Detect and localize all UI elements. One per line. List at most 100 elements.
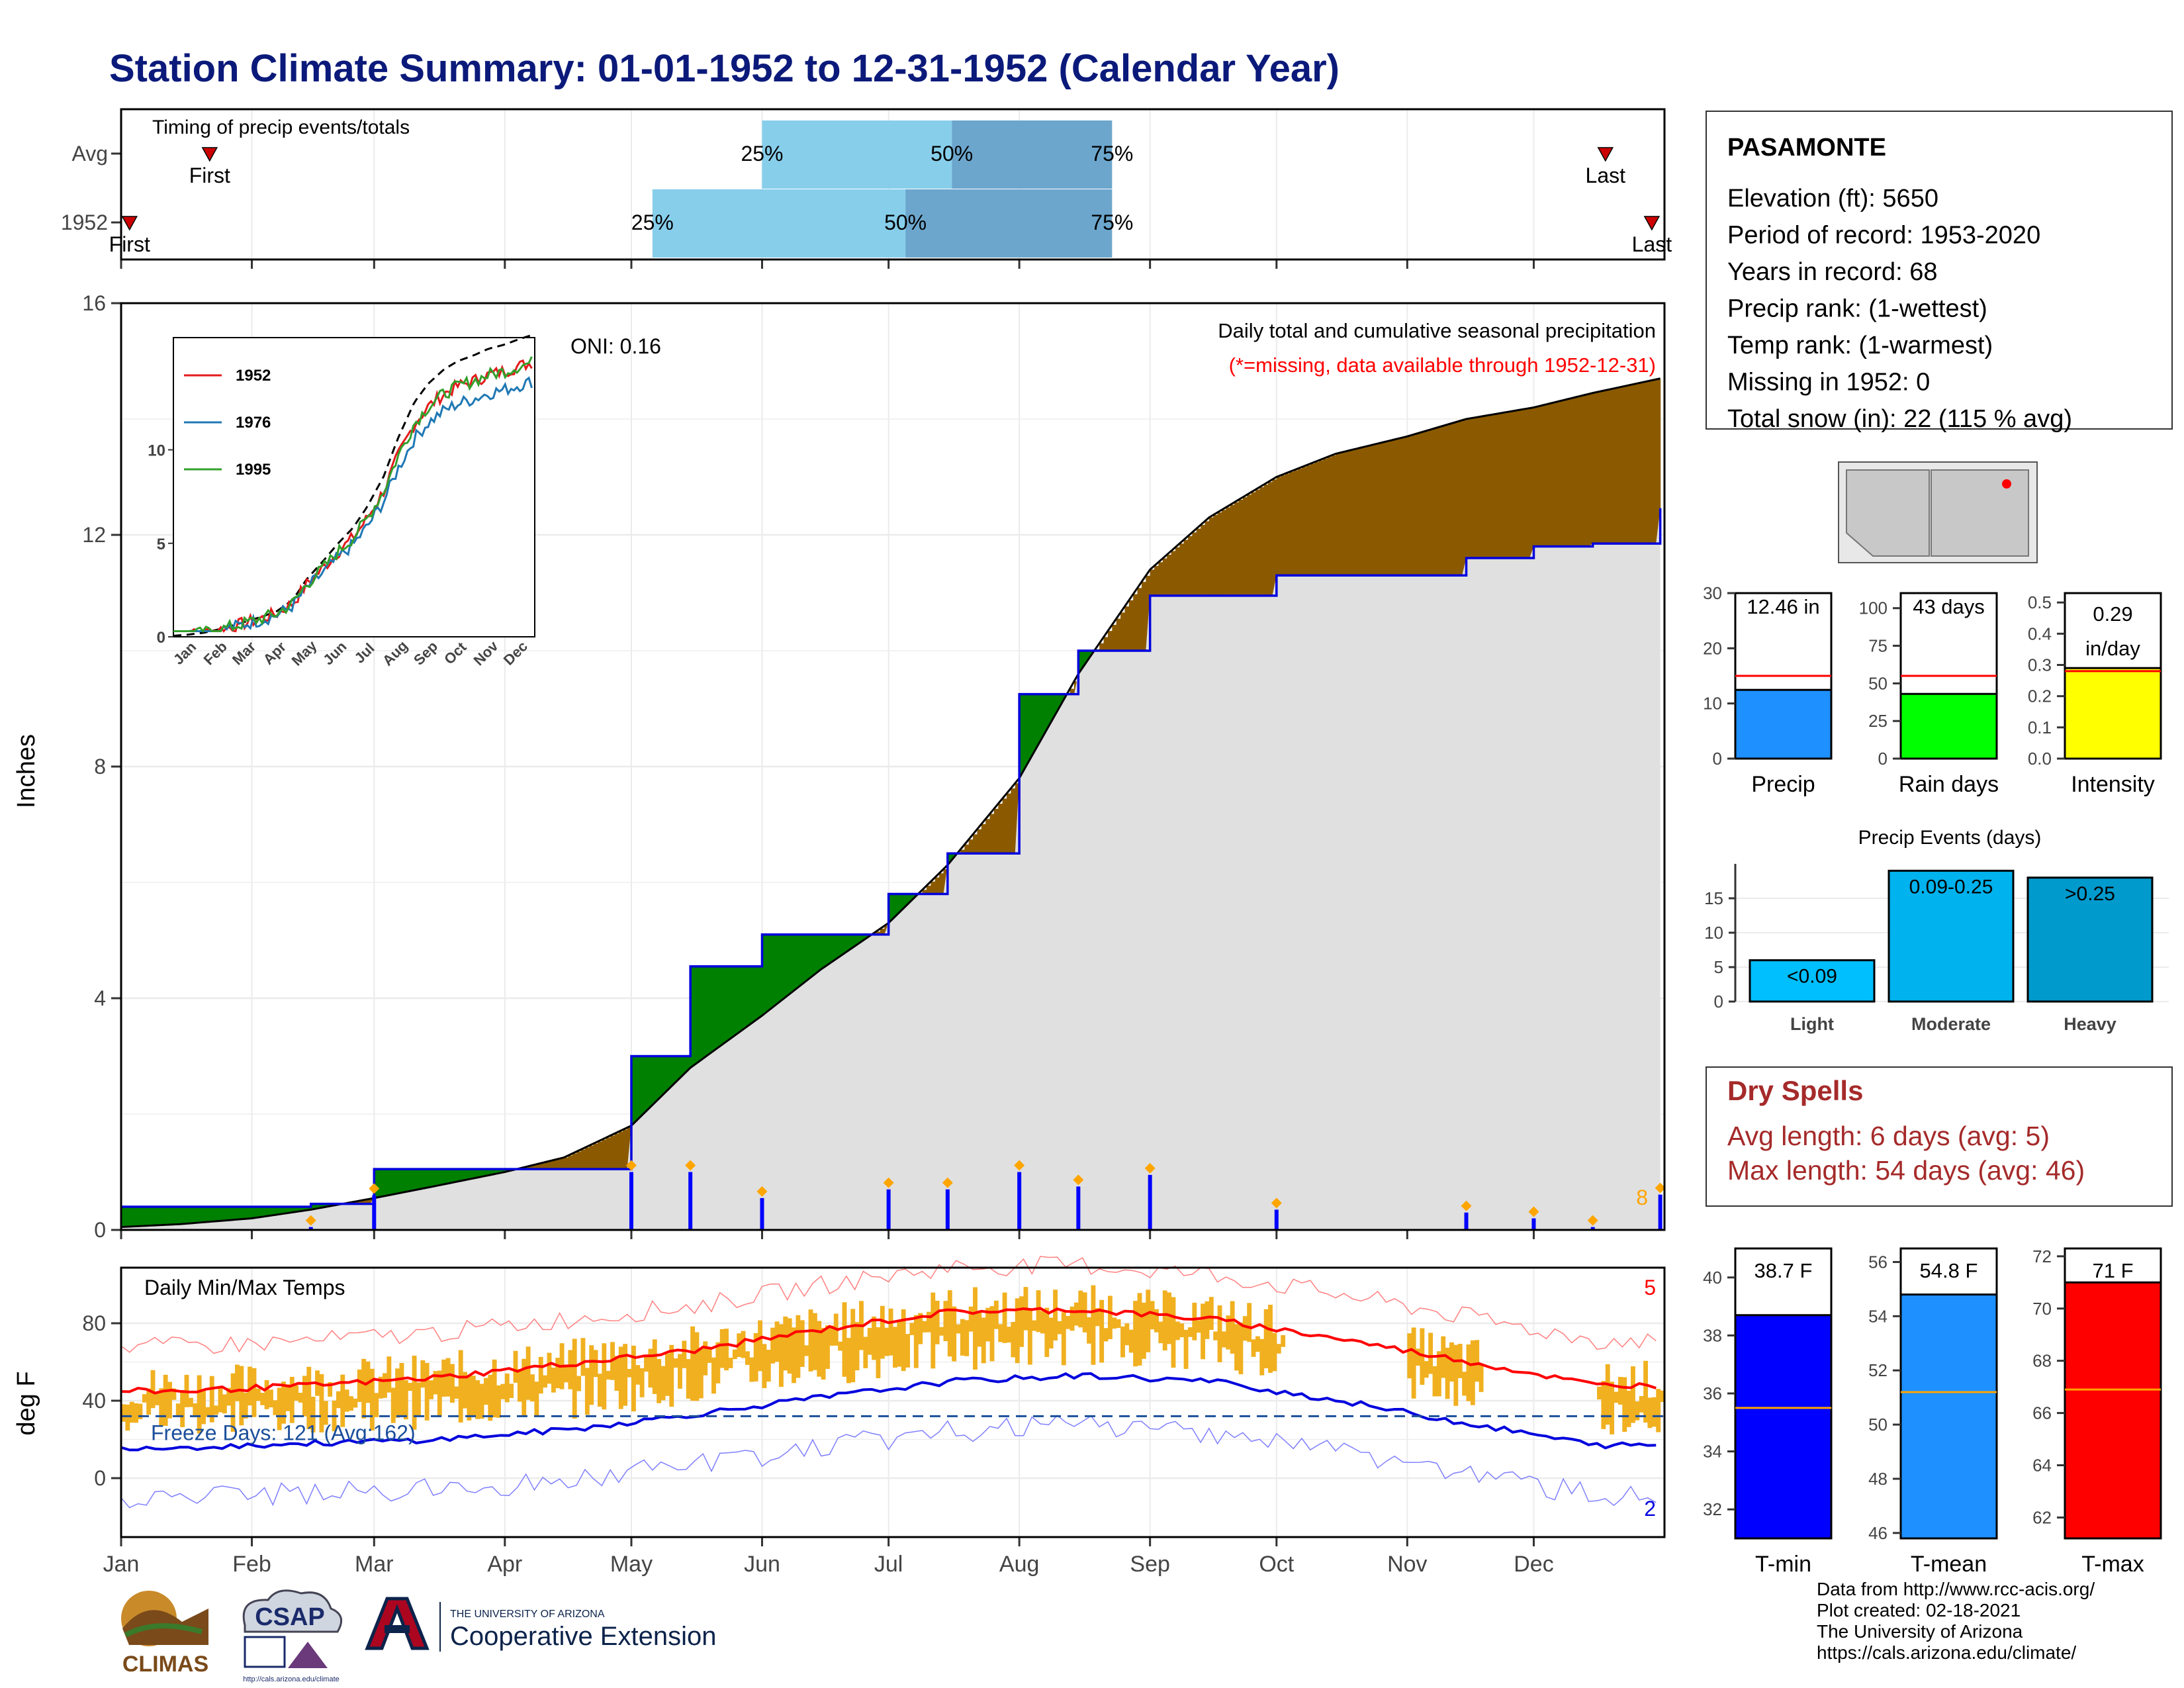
daily-temp-range-bar xyxy=(1032,1320,1037,1331)
precip-below-average-fill xyxy=(584,1147,590,1170)
daily-temp-range-bar xyxy=(302,1376,307,1417)
daily-temp-range-bar xyxy=(787,1318,792,1374)
month-label: Feb xyxy=(232,1552,271,1577)
daily-temp-range-bar xyxy=(1272,1333,1277,1372)
precip-above-average-fill xyxy=(142,1207,147,1227)
precip-below-average-fill xyxy=(1369,445,1374,576)
daily-precip-bar xyxy=(372,1195,377,1230)
daily-temp-range-bar xyxy=(863,1336,868,1368)
precip-above-average-fill xyxy=(893,894,897,919)
mini-bar-y-tick-label: 0.3 xyxy=(2028,655,2052,675)
daily-temp-range-bar xyxy=(918,1313,923,1344)
precip-above-average-fill xyxy=(888,894,893,923)
precip-below-average-fill xyxy=(1103,637,1109,651)
precip-above-average-fill xyxy=(319,1203,324,1209)
precip-above-average-fill xyxy=(239,1207,244,1220)
daily-temp-range-bar xyxy=(821,1327,826,1380)
precip-above-average-fill xyxy=(1048,694,1054,726)
precip-above-average-fill xyxy=(180,1207,185,1225)
record-high-line xyxy=(120,1256,1657,1354)
precip-above-average-fill xyxy=(715,966,721,1050)
precip-below-average-fill xyxy=(1457,421,1463,576)
daily-temp-range-bar xyxy=(703,1341,708,1376)
precip-above-average-fill xyxy=(441,1169,447,1185)
precip-below-average-fill xyxy=(1002,798,1007,854)
mini-bar-y-tick-label: 75 xyxy=(1868,636,1888,656)
precip-above-average-fill xyxy=(838,934,843,958)
precip-above-average-fill xyxy=(201,1207,206,1223)
daily-temp-range-bar xyxy=(1445,1347,1450,1399)
station-info-line: Total snow (in): 22 (115 % avg) xyxy=(1727,405,2072,433)
daily-temp-range-bar xyxy=(783,1316,788,1371)
precip-above-average-fill xyxy=(424,1169,430,1188)
precip-events-y-tick-label: 10 xyxy=(1704,923,1723,943)
precip-below-average-fill xyxy=(1146,575,1151,651)
precip-above-average-fill xyxy=(664,1056,670,1093)
daily-temp-range-bar xyxy=(1120,1326,1125,1358)
daily-temp-range-bar xyxy=(576,1376,582,1391)
inset-y-tick-label: 0 xyxy=(157,629,165,647)
precip-below-average-fill xyxy=(989,814,995,854)
daily-temp-range-bar xyxy=(412,1355,417,1430)
precip-above-average-fill xyxy=(1036,694,1041,749)
precip-below-average-fill xyxy=(1158,562,1163,596)
precip-below-average-fill xyxy=(1576,397,1581,547)
temp-bar-value xyxy=(1734,1314,1833,1540)
precip-above-average-fill xyxy=(214,1207,219,1222)
temp-bar-y-tick-label: 32 xyxy=(1703,1499,1722,1519)
precip-panel-subtitle: (*=missing, data available through 1952-… xyxy=(1229,353,1656,377)
daily-temp-range-bar xyxy=(222,1394,227,1414)
precip-above-average-fill xyxy=(850,934,856,949)
dry-spells-title: Dry Spells xyxy=(1727,1075,1863,1106)
daily-temp-range-bar xyxy=(669,1344,674,1407)
precip-below-average-fill xyxy=(1171,551,1176,596)
station-info-line: Precip rank: (1-wettest) xyxy=(1727,295,1987,323)
daily-temp-range-bar xyxy=(724,1329,729,1371)
daily-temp-range-bar xyxy=(1044,1307,1050,1357)
precip-above-average-fill xyxy=(833,934,839,961)
daily-temp-range-bar xyxy=(1192,1302,1197,1340)
last-event-marker xyxy=(1643,216,1661,231)
precip-y-tick-label: 8 xyxy=(94,755,106,778)
precip-above-average-fill xyxy=(799,934,805,986)
daily-temp-range-bar xyxy=(230,1373,236,1432)
mini-bar-y-tick-label: 0.2 xyxy=(2028,686,2052,706)
mini-bar-y-tick-label: 30 xyxy=(1703,583,1722,603)
precip-above-average-fill xyxy=(673,1056,678,1084)
daily-temp-range-bar xyxy=(884,1327,889,1356)
precip-above-average-fill xyxy=(395,1169,400,1194)
precip-below-average-fill xyxy=(547,1161,552,1170)
daily-temp-range-bar xyxy=(1213,1331,1218,1340)
precip-above-average-fill xyxy=(758,966,763,1019)
footer-line-created: Plot created: 02-18-2021 xyxy=(1817,1600,2021,1620)
daily-temp-range-bar xyxy=(475,1380,480,1419)
precip-below-average-fill xyxy=(880,929,885,935)
daily-temp-range-bar xyxy=(121,1404,126,1422)
precip-events-title: Precip Events (days) xyxy=(1858,827,2042,849)
precip-above-average-fill xyxy=(209,1207,214,1222)
temp-bar-y-tick-label: 40 xyxy=(1703,1268,1722,1288)
daily-precip-diamond xyxy=(1655,1182,1666,1194)
daily-temp-range-bar xyxy=(129,1401,134,1423)
precip-above-average-fill xyxy=(150,1207,156,1226)
daily-precip-diamond xyxy=(625,1160,637,1171)
precip-above-average-fill xyxy=(129,1207,134,1227)
precip-below-average-fill xyxy=(602,1139,607,1170)
precip-above-average-fill xyxy=(260,1207,265,1217)
daily-precip-bar xyxy=(1076,1186,1081,1230)
daily-temp-range-bar xyxy=(294,1385,299,1401)
month-label: Sep xyxy=(1130,1552,1170,1577)
daily-temp-range-bar xyxy=(985,1307,991,1342)
daily-precip-bar xyxy=(1148,1174,1152,1230)
precip-above-average-fill xyxy=(429,1169,434,1188)
precip-above-average-fill xyxy=(770,934,776,1009)
precip-above-average-fill xyxy=(121,1207,126,1227)
inset-series-line xyxy=(173,356,533,633)
precip-below-average-fill xyxy=(1529,408,1535,558)
daily-temp-range-bar xyxy=(488,1374,493,1421)
precip-below-average-fill xyxy=(1584,395,1589,547)
precip-below-average-fill xyxy=(998,804,1003,854)
precip-below-average-fill xyxy=(1504,412,1509,558)
precip-above-average-fill xyxy=(294,1207,299,1213)
daily-temp-range-bar xyxy=(867,1328,872,1355)
